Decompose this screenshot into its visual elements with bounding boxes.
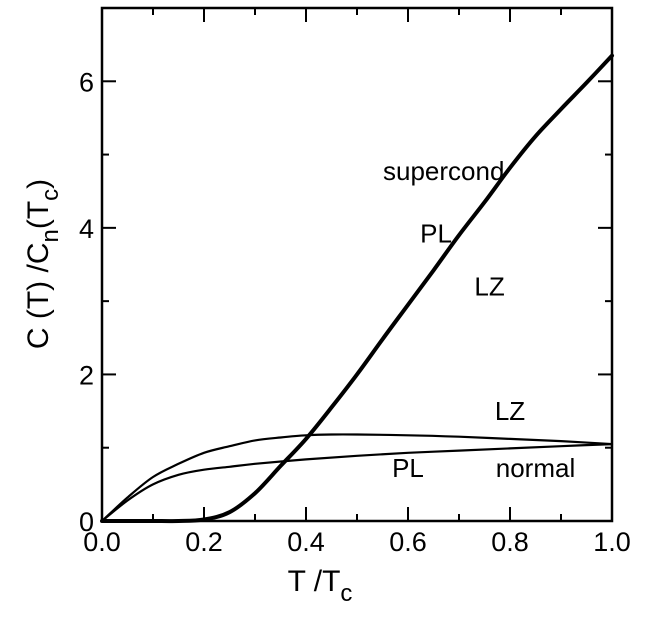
y-axis-label: C (T) /Cn(Tc) — [22, 179, 64, 349]
x-tick-label: 1.0 — [593, 527, 631, 557]
x-tick-label: 0.8 — [491, 527, 529, 557]
annotation-label: LZ — [474, 271, 504, 301]
ticks — [101, 8, 613, 522]
y-axis-label-sub2: c — [37, 189, 64, 201]
y-axis-label-part3: ) — [22, 179, 55, 189]
x-tick-label: 0.2 — [185, 527, 223, 557]
tick-labels: 0.0 0.2 0.4 0.6 0.8 1.0 0 2 4 6 — [79, 67, 631, 557]
y-axis-label-part2: (T — [22, 201, 55, 229]
x-axis-label-sub: c — [340, 580, 352, 607]
plot-frame — [100, 6, 614, 523]
normal-lz-curve — [100, 433, 614, 523]
annotation-label: LZ — [495, 396, 525, 426]
y-tick-label: 4 — [79, 214, 94, 244]
x-axis-label-main: T /T — [288, 565, 341, 598]
x-axis-label: T /Tc — [288, 565, 353, 607]
x-tick-label: 0.0 — [83, 527, 121, 557]
annotation-label: normal — [496, 453, 575, 483]
y-tick-label: 2 — [79, 360, 94, 390]
annotation-label: supercond — [383, 156, 504, 186]
annotation-label: PL — [420, 219, 452, 249]
y-axis-label-sub1: n — [37, 229, 64, 242]
curves — [100, 53, 614, 524]
y-axis-label-part1: C (T) /C — [22, 243, 55, 350]
supercond-curve — [100, 53, 614, 524]
x-tick-label: 0.4 — [287, 527, 325, 557]
normal-pl-curve — [100, 443, 614, 523]
y-tick-label: 0 — [79, 507, 94, 537]
y-tick-label: 6 — [79, 67, 94, 97]
annotation-label: PL — [392, 453, 424, 483]
x-tick-label: 0.6 — [389, 527, 427, 557]
annotations: supercond PL LZ LZ PL normal — [383, 156, 575, 483]
